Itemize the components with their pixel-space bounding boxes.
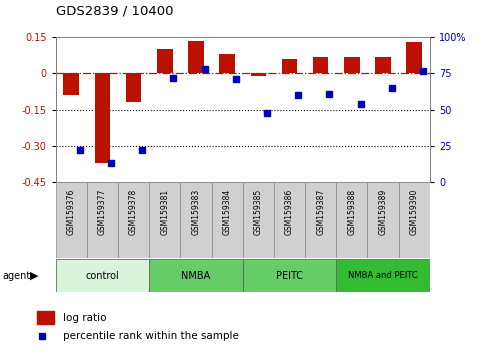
Bar: [95, 74, 110, 163]
Bar: [313, 57, 328, 74]
Text: GSM159386: GSM159386: [285, 188, 294, 235]
Text: agent: agent: [2, 270, 30, 281]
Bar: [344, 57, 360, 74]
Text: GSM159378: GSM159378: [129, 188, 138, 235]
Bar: [188, 41, 204, 74]
Bar: [63, 74, 79, 95]
Text: NMBA: NMBA: [181, 270, 211, 281]
Bar: [251, 74, 266, 76]
Text: PEITC: PEITC: [276, 270, 303, 281]
Bar: [38, 311, 55, 324]
Bar: [149, 259, 242, 292]
Bar: [118, 182, 149, 258]
Text: ▶: ▶: [30, 270, 39, 281]
Text: GSM159384: GSM159384: [223, 188, 232, 235]
Bar: [375, 57, 391, 74]
Bar: [305, 182, 336, 258]
Text: GDS2839 / 10400: GDS2839 / 10400: [56, 5, 173, 18]
Bar: [212, 182, 242, 258]
Bar: [407, 42, 422, 74]
Bar: [398, 182, 430, 258]
Text: NMBA and PEITC: NMBA and PEITC: [348, 271, 418, 280]
Text: GSM159377: GSM159377: [98, 188, 107, 235]
Bar: [56, 259, 149, 292]
Bar: [336, 182, 368, 258]
Bar: [336, 259, 430, 292]
Bar: [274, 182, 305, 258]
Text: GSM159385: GSM159385: [254, 188, 263, 235]
Text: GSM159376: GSM159376: [67, 188, 76, 235]
Bar: [149, 182, 180, 258]
Text: GSM159390: GSM159390: [410, 188, 419, 235]
Bar: [219, 54, 235, 74]
Text: log ratio: log ratio: [63, 313, 106, 322]
Text: GSM159381: GSM159381: [160, 188, 169, 234]
Bar: [282, 59, 298, 74]
Bar: [87, 182, 118, 258]
Bar: [126, 74, 142, 103]
Bar: [368, 182, 398, 258]
Text: GSM159387: GSM159387: [316, 188, 325, 235]
Text: GSM159389: GSM159389: [379, 188, 387, 235]
Bar: [242, 182, 274, 258]
Bar: [242, 259, 336, 292]
Text: control: control: [85, 270, 119, 281]
Text: GSM159383: GSM159383: [191, 188, 200, 235]
Bar: [180, 182, 212, 258]
Bar: [56, 182, 87, 258]
Text: percentile rank within the sample: percentile rank within the sample: [63, 331, 239, 341]
Text: GSM159388: GSM159388: [347, 188, 356, 234]
Bar: [157, 49, 172, 74]
